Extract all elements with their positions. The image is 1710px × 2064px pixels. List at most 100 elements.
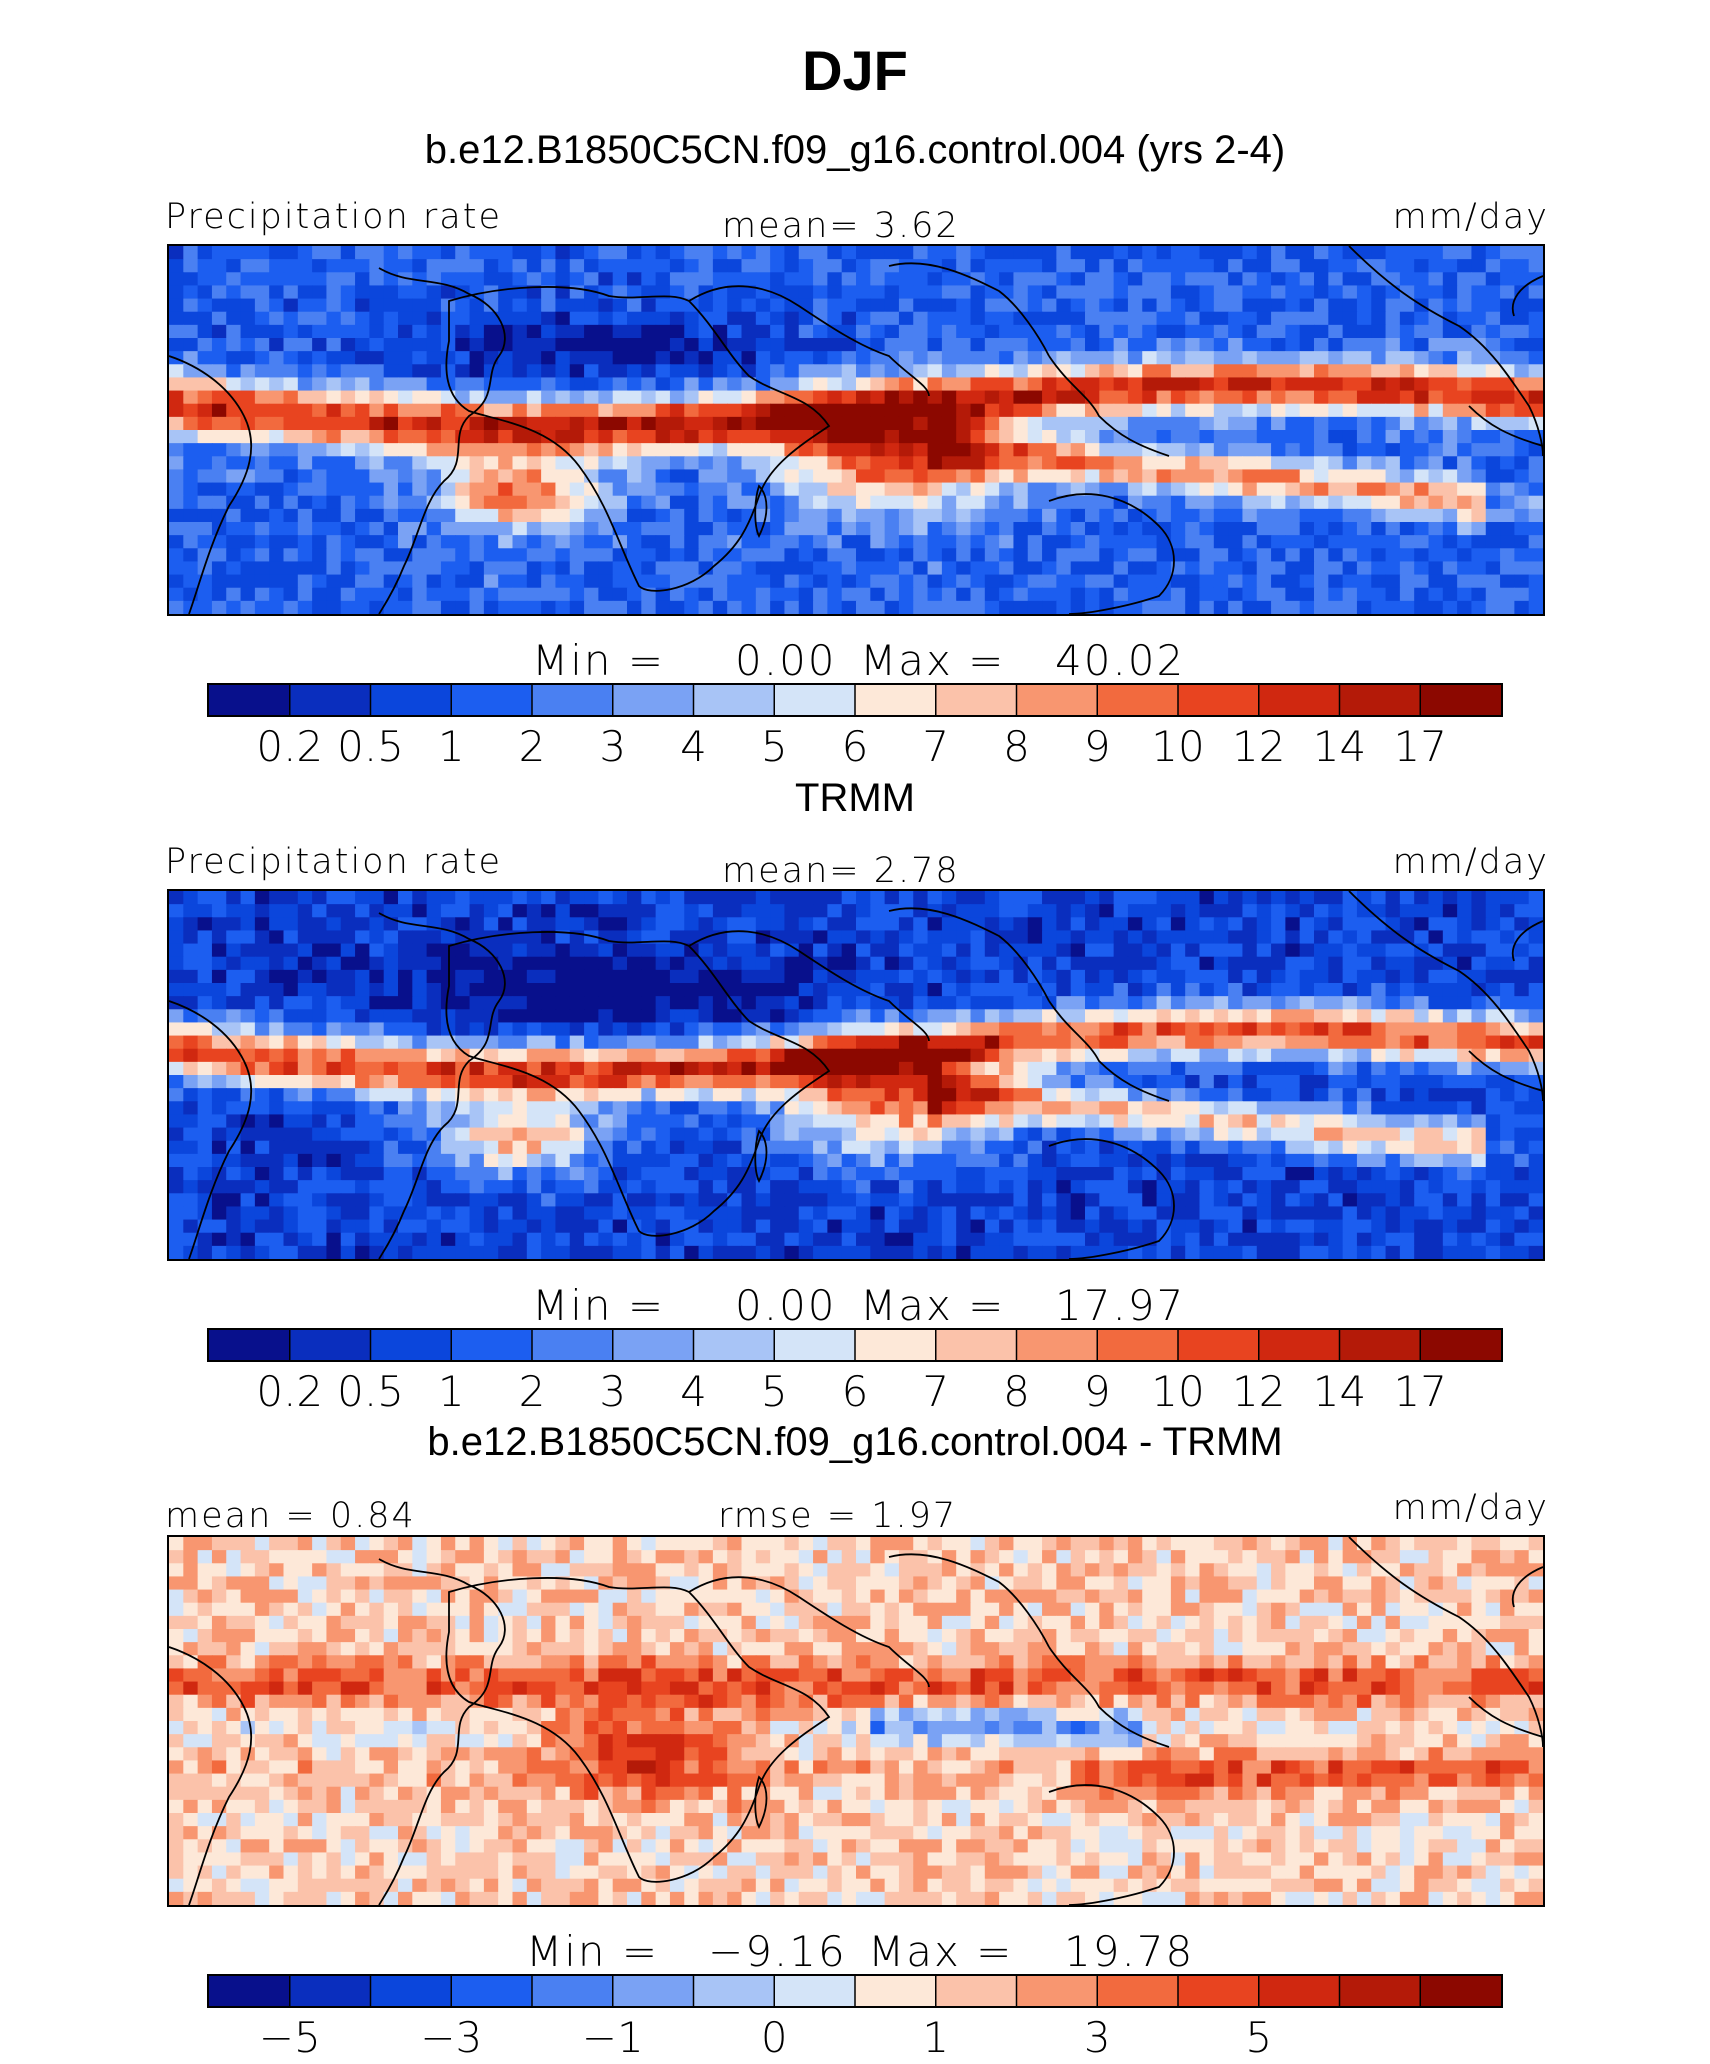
panel-2-map-cell xyxy=(398,996,413,1010)
panel-2-map-cell xyxy=(1085,1167,1100,1181)
panel-2-map-cell xyxy=(1228,983,1244,997)
panel-2-map-cell xyxy=(1070,1048,1086,1063)
panel-1-map-cell xyxy=(1013,522,1029,536)
panel-2-map-cell xyxy=(813,1140,828,1155)
panel-1-map-cell xyxy=(197,430,213,444)
panel-1-map-cell xyxy=(183,259,199,273)
panel-2-map-cell xyxy=(426,1061,442,1076)
panel-1-map-cell xyxy=(1099,469,1115,484)
panel-1-map-cell xyxy=(712,338,728,352)
panel-2-map-cell xyxy=(627,1180,642,1194)
panel-2-units-label: mm/day xyxy=(1392,842,1549,882)
panel-1-map-cell xyxy=(512,548,528,563)
panel-2-map-cell xyxy=(1485,1048,1501,1063)
panel-1-map-cell xyxy=(770,430,786,444)
panel-1-map-cell xyxy=(727,403,743,418)
panel-2-map-cell xyxy=(612,917,628,932)
panel-1-map-cell xyxy=(183,351,199,365)
panel-2-map-cell xyxy=(655,1009,671,1024)
panel-2-map-cell xyxy=(598,983,614,997)
panel-2-map-cell xyxy=(770,891,786,905)
panel-2-map-cell xyxy=(612,1035,628,1050)
panel-1-map-cell xyxy=(970,324,986,339)
panel-2-map-cell xyxy=(1414,1048,1430,1063)
panel-2-map-cell xyxy=(1213,1180,1229,1194)
panel-1-map-cell xyxy=(612,469,628,484)
panel-2-map-cell xyxy=(584,1022,599,1037)
panel-1-map-cell xyxy=(669,311,685,326)
panel-1-map-cell xyxy=(211,403,227,418)
panel-2-map-cell xyxy=(856,1140,871,1155)
panel-1-map-cell xyxy=(584,600,599,614)
panel-2-map-cell xyxy=(1342,969,1358,984)
panel-1-map-cell xyxy=(1213,495,1229,510)
panel-2-map-cell xyxy=(169,1088,184,1102)
panel-2-map-cell xyxy=(240,904,256,918)
panel-1-map-cell xyxy=(1342,587,1358,602)
panel-1-map-cell xyxy=(627,561,642,576)
panel-2-map-cell xyxy=(1127,1022,1143,1037)
panel-2-map-cell xyxy=(1070,1140,1086,1155)
panel-1-map-cell xyxy=(1113,482,1129,497)
panel-2-map-cell xyxy=(1500,917,1515,932)
panel-1-map-cell xyxy=(383,561,399,576)
panel-1-map-cell xyxy=(412,298,428,313)
panel-2-map-cell xyxy=(755,996,771,1010)
panel-1-map-cell xyxy=(1213,561,1229,576)
panel-1-map-cell xyxy=(283,574,299,589)
panel-1-map-cell xyxy=(512,535,528,549)
panel-2-map-cell xyxy=(1485,1075,1501,1089)
panel-1-map-cell xyxy=(1113,311,1129,326)
panel-2-map-cell xyxy=(555,891,571,905)
panel-1-map-cell xyxy=(1142,311,1158,326)
panel-1-map-cell xyxy=(1514,600,1530,614)
panel-2-map-cell xyxy=(455,1022,471,1037)
panel-1-map-cell xyxy=(541,522,557,536)
panel-2-map-cell xyxy=(913,1101,929,1116)
panel-1-map-cell xyxy=(956,574,972,589)
panel-2-map-cell xyxy=(240,1075,256,1089)
panel-1-map-cell xyxy=(841,469,857,484)
panel-1-map-cell xyxy=(1399,508,1415,523)
panel-1-map-cell xyxy=(941,298,957,313)
panel-1-map-cell xyxy=(898,298,914,313)
panel-1-map-cell xyxy=(598,430,614,444)
panel-2-map-cell xyxy=(898,1101,914,1116)
panel-1-map-cell xyxy=(1170,351,1186,365)
panel-2-map-cell xyxy=(254,1061,270,1076)
panel-2-map-cell xyxy=(1299,930,1315,945)
panel-2-map-cell xyxy=(856,1048,871,1063)
panel-1-map-cell xyxy=(283,403,299,418)
panel-2-map-cell xyxy=(526,1153,542,1168)
panel-2-map-cell xyxy=(526,1061,542,1076)
panel-2-map-cell xyxy=(369,1101,385,1116)
panel-1-map-cell xyxy=(798,324,814,339)
panel-2-map-cell xyxy=(813,1048,828,1063)
panel-1-map-cell xyxy=(254,272,270,287)
panel-2-map-cell xyxy=(169,1167,184,1181)
panel-2-map-cell xyxy=(240,1140,256,1155)
panel-1-map-cell xyxy=(1042,338,1057,352)
panel-1-map-cell xyxy=(856,587,871,602)
panel-2-map-cell xyxy=(970,1180,986,1194)
panel-1-map-cell xyxy=(798,508,814,523)
panel-2-map-cell xyxy=(1399,1180,1415,1194)
panel-2-map-cell xyxy=(1528,1127,1543,1142)
panel-1-map-cell xyxy=(1385,522,1401,536)
panel-1-map-cell xyxy=(1414,259,1430,273)
panel-1-map-cell xyxy=(770,522,786,536)
panel-2-map-cell xyxy=(741,996,757,1010)
panel-2-map-cell xyxy=(1013,904,1029,918)
panel-1-map-cell xyxy=(1056,403,1072,418)
panel-2-map-cell xyxy=(512,1140,528,1155)
panel-1-map-cell xyxy=(941,364,957,379)
panel-1-map-cell xyxy=(512,469,528,484)
panel-1-map-cell xyxy=(1428,298,1444,313)
panel-2-map-cell xyxy=(1170,1022,1186,1037)
panel-2-map-cell xyxy=(1228,904,1244,918)
panel-1-map-cell xyxy=(1414,548,1430,563)
panel-2-map-cell xyxy=(584,943,599,958)
panel-1-map-cell xyxy=(1013,469,1029,484)
panel-1-map-cell xyxy=(898,456,914,471)
panel-1-map-cell xyxy=(1285,561,1301,576)
